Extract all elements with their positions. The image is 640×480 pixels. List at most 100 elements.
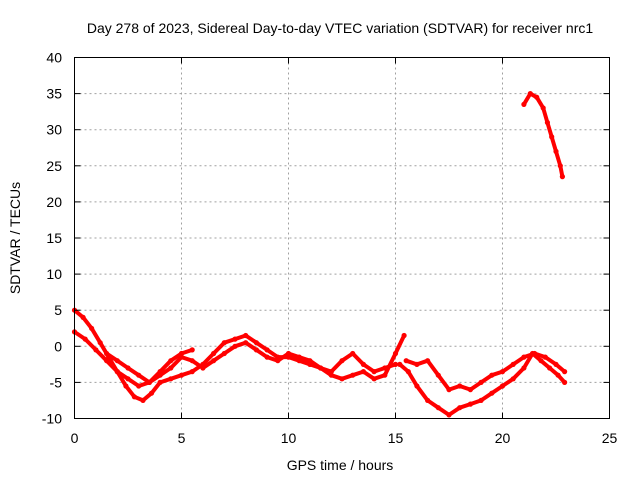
data-point — [232, 336, 238, 342]
data-point — [489, 372, 495, 378]
x-tick-label: 25 — [602, 430, 618, 446]
series-line-sat-trace-a — [72, 308, 407, 403]
y-tick-label: 5 — [54, 302, 62, 318]
data-point — [307, 358, 313, 364]
data-point — [123, 383, 129, 389]
data-point — [285, 350, 292, 357]
data-point — [544, 119, 551, 126]
data-point — [140, 397, 146, 403]
y-tick-label: 20 — [46, 194, 62, 210]
data-point — [489, 390, 495, 396]
data-point — [104, 350, 110, 357]
data-point — [318, 365, 324, 371]
data-point — [542, 354, 548, 360]
data-point — [93, 347, 99, 353]
chart-title: Day 278 of 2023, Sidereal Day-to-day VTE… — [87, 20, 593, 36]
data-point — [80, 314, 86, 320]
data-point — [467, 387, 473, 393]
data-point — [553, 148, 559, 154]
data-point — [189, 347, 195, 353]
data-point — [446, 387, 452, 393]
x-tick-label: 10 — [281, 430, 297, 446]
data-point — [478, 397, 484, 403]
grid-lines — [74, 57, 610, 419]
y-axis-label: SDTVAR / TECUs — [7, 182, 23, 294]
data-point — [114, 358, 120, 364]
data-point — [168, 376, 174, 382]
data-point — [232, 343, 238, 349]
data-point — [532, 350, 538, 357]
y-tick-label: -5 — [50, 374, 63, 390]
y-tick-label: 40 — [46, 50, 62, 66]
x-tick-label: 5 — [178, 430, 186, 446]
data-point — [125, 376, 131, 382]
data-point — [131, 394, 137, 400]
data-point — [211, 350, 217, 357]
data-point — [178, 372, 185, 378]
data-point — [382, 372, 388, 378]
y-tick-label: -10 — [42, 411, 62, 427]
data-point — [435, 405, 441, 411]
data-point — [243, 340, 249, 346]
data-point — [499, 383, 506, 389]
data-point — [392, 350, 399, 357]
data-point — [521, 365, 527, 371]
data-point — [540, 105, 546, 111]
tick-marks — [74, 57, 610, 419]
data-point — [350, 350, 356, 357]
x-tick-labels: 0 5 10 15 20 25 — [71, 430, 618, 446]
data-point — [405, 369, 411, 375]
y-tick-label: 30 — [46, 122, 62, 138]
data-point — [401, 332, 407, 339]
y-tick-label: 25 — [46, 158, 62, 174]
y-tick-label: 15 — [46, 230, 62, 246]
data-point — [527, 91, 533, 97]
y-tick-label: 0 — [54, 338, 62, 354]
data-point — [89, 325, 95, 331]
y-tick-labels: -10 -5 0 5 10 15 20 25 30 35 40 — [42, 50, 62, 427]
data-point — [157, 369, 163, 375]
data-point — [104, 358, 110, 364]
data-point — [534, 94, 540, 100]
data-point — [521, 101, 527, 107]
data-point — [339, 376, 345, 382]
x-axis-label: GPS time / hours — [287, 457, 394, 473]
data-point — [360, 369, 366, 375]
data-point — [371, 376, 377, 382]
x-tick-label: 15 — [388, 430, 404, 446]
data-point — [211, 358, 217, 364]
data-point — [148, 390, 155, 396]
data-point — [136, 383, 142, 389]
data-point — [392, 361, 399, 367]
y-tick-label: 35 — [46, 86, 62, 102]
data-point — [264, 347, 270, 353]
data-point — [125, 365, 131, 371]
data-point — [382, 365, 388, 371]
data-point — [457, 383, 463, 389]
data-point — [178, 350, 185, 357]
data-point — [521, 354, 527, 360]
data-point — [360, 361, 366, 367]
data-point — [136, 372, 142, 378]
series-line-sat-trace-e — [404, 351, 567, 392]
data-point — [146, 379, 152, 385]
x-tick-label: 0 — [71, 430, 79, 446]
data-point — [446, 412, 452, 418]
data-point — [350, 372, 356, 378]
data-point — [559, 174, 566, 180]
data-point — [114, 369, 120, 375]
data-point — [562, 379, 568, 385]
data-point — [435, 372, 441, 378]
data-point — [425, 358, 431, 364]
data-point — [510, 376, 516, 382]
data-point — [157, 379, 163, 385]
data-point — [547, 365, 553, 371]
data-point — [553, 361, 559, 367]
data-point — [510, 361, 516, 367]
data-point — [562, 369, 568, 375]
data-point — [339, 358, 345, 364]
data-point — [397, 361, 403, 367]
data-point — [168, 358, 174, 364]
data-point — [371, 369, 377, 375]
